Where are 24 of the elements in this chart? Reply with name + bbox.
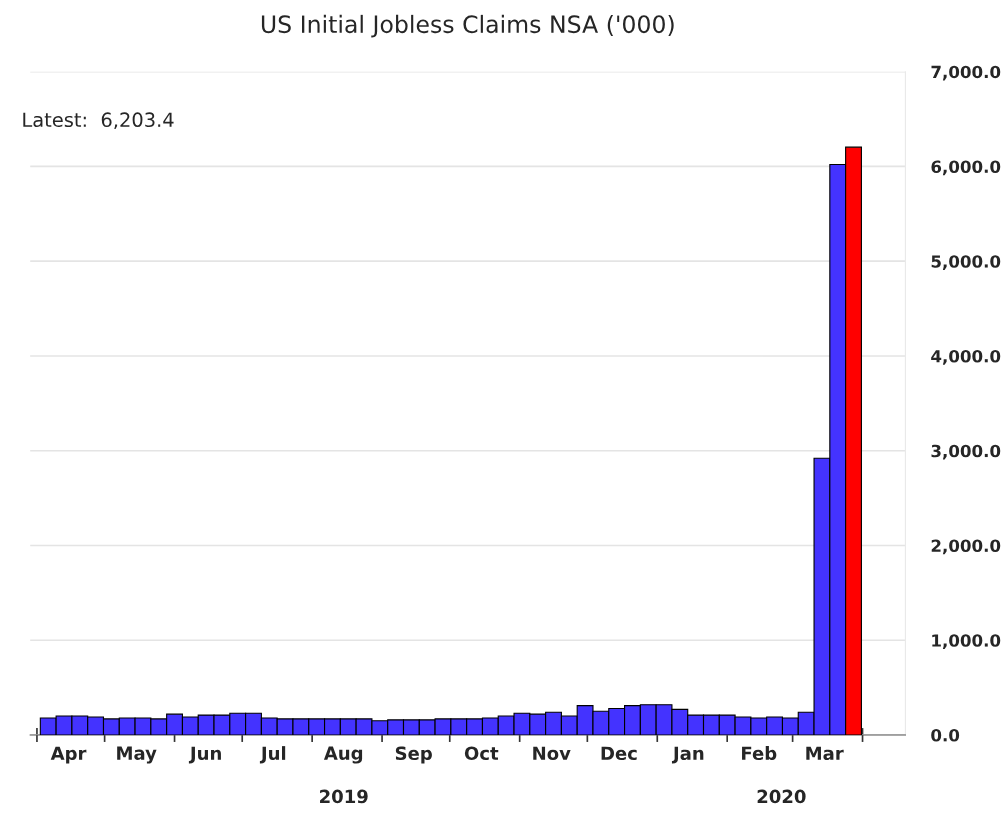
x-tick-label: Jul <box>259 746 286 764</box>
text: 2020 <box>757 789 806 804</box>
x-tick-label: Oct <box>464 746 499 761</box>
y-tick-label: 7,000.0 <box>931 65 1001 81</box>
x-tick-label: Feb <box>742 746 777 761</box>
x-tick-label: Apr <box>50 746 87 764</box>
x-tick-label: Jun <box>188 746 221 764</box>
x-tick-label: Sep <box>395 746 432 764</box>
x-tick-label: Aug <box>323 746 363 764</box>
chart-title: US Initial Jobless Claims NSA ('000) <box>261 14 674 38</box>
y-tick-label: 0.0 <box>931 728 960 742</box>
y-tick-label: 2,000.0 <box>931 539 1001 555</box>
x-tick-label: Dec <box>601 746 637 761</box>
x-tick-label: Jan <box>671 746 704 764</box>
y-tick-label: 3,000.0 <box>931 444 1001 460</box>
x-tick-label: Nov <box>533 746 571 761</box>
y-tick-label: 5,000.0 <box>931 255 1001 270</box>
y-tick-label: 4,000.0 <box>931 349 1001 365</box>
y-tick-label: 6,000.0 <box>931 160 1001 176</box>
annotation: Latest: 6,203.4 <box>23 112 174 130</box>
text: 2019 <box>320 789 368 804</box>
y-tick-label: 1,000.0 <box>932 634 1001 649</box>
x-tick-label: May <box>117 746 157 764</box>
x-tick-label: Mar <box>806 746 844 761</box>
